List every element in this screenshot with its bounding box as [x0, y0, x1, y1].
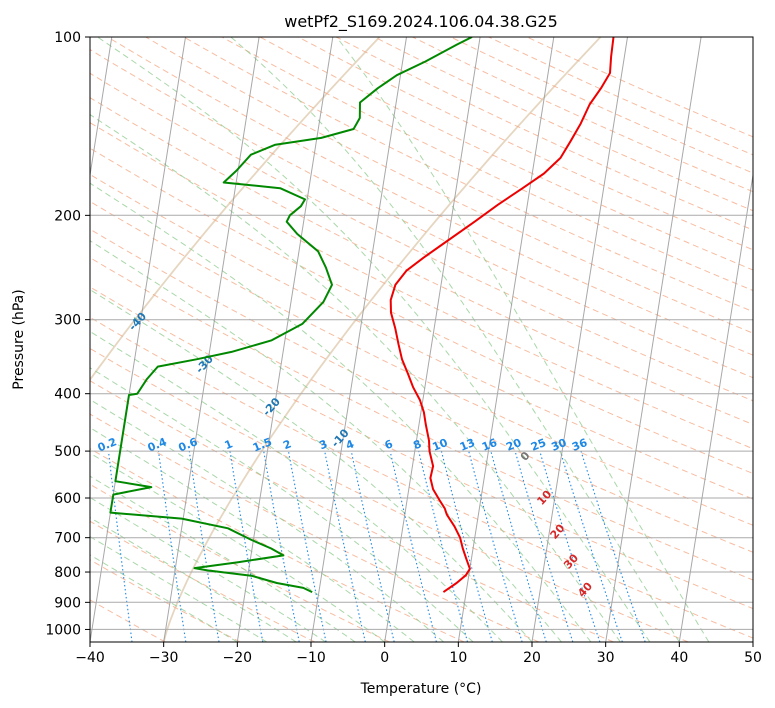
isotherm — [90, 37, 113, 179]
moist-adiabat — [90, 554, 238, 642]
x-tick-label: 20 — [523, 650, 541, 666]
mixing-ratio-line — [157, 451, 187, 642]
mixing-ratio-label: 8 — [411, 437, 423, 452]
dry-adiabat — [90, 72, 753, 402]
mixing-ratio-line — [107, 451, 133, 642]
mixing-ratio-line — [188, 451, 220, 642]
dry-adiabat — [90, 228, 753, 553]
dry-adiabat — [90, 520, 315, 642]
y-tick-label: 100 — [54, 30, 81, 46]
moist-adiabat — [90, 240, 562, 642]
isotherm — [163, 37, 260, 642]
isotherm — [531, 37, 628, 642]
mixing-ratio-line — [468, 450, 523, 642]
dry-adiabat — [145, 37, 753, 334]
dry-adiabat — [90, 286, 753, 610]
dry-adiabat — [183, 37, 753, 313]
y-tick-label: 200 — [54, 208, 81, 224]
x-tick-label: −40 — [75, 650, 105, 666]
moist-adiabat — [90, 427, 415, 642]
dry-adiabat — [107, 37, 753, 356]
mixing-ratio-label: 2 — [281, 437, 293, 452]
x-tick-label: 10 — [449, 650, 467, 666]
moist-adiabat — [90, 367, 474, 642]
mixing-ratio-line — [418, 450, 469, 642]
x-tick-label: −30 — [149, 650, 179, 666]
mixing-ratio-label: 3 — [317, 437, 329, 452]
x-tick-label: −20 — [223, 650, 253, 666]
dry-adiabat — [90, 173, 753, 500]
y-tick-label: 400 — [54, 387, 81, 403]
mixing-ratio-line — [580, 450, 646, 642]
isotherm — [384, 37, 481, 642]
dry-adiabat — [90, 347, 689, 642]
mixing-ratio-line — [263, 451, 300, 642]
moist-adiabat — [90, 496, 326, 642]
plot-frame — [89, 36, 754, 643]
moist-adiabat — [90, 475, 356, 642]
dry-adiabat — [90, 316, 753, 639]
isotherm — [457, 37, 555, 642]
moist-adiabat — [90, 113, 621, 642]
dry-adiabat — [336, 37, 753, 231]
x-tick-label: −10 — [296, 650, 326, 666]
y-tick-label: 800 — [54, 565, 81, 581]
dry-adiabat — [221, 37, 753, 292]
x-tick-label: 0 — [380, 650, 389, 666]
chart-title: wetPf2_S169.2024.106.04.38.G25 — [284, 12, 558, 32]
isotherm — [605, 37, 702, 642]
x-tick-label: 40 — [670, 650, 688, 666]
y-tick-label: 500 — [54, 444, 81, 460]
moist-adiabat — [97, 37, 651, 642]
mixing-ratio-line — [539, 450, 601, 642]
x-tick-label: 50 — [744, 650, 762, 666]
y-axis-label: Pressure (hPa) — [11, 289, 27, 389]
mixing-ratio-label: 36 — [570, 436, 589, 454]
dry-adiabat — [90, 200, 753, 526]
dry-adiabat — [259, 37, 753, 271]
y-tick-label: 600 — [54, 491, 81, 507]
dewpoint-profile-line — [109, 37, 473, 594]
mixing-ratio-line — [440, 450, 493, 642]
mixing-ratio-line — [490, 450, 547, 642]
y-tick-label: 1000 — [45, 622, 81, 638]
x-axis-label: Temperature (°C) — [360, 681, 482, 697]
mixing-ratio-line — [324, 450, 366, 642]
mixing-ratio-label: 1 — [223, 437, 235, 452]
dry-adiabat — [90, 257, 753, 581]
mixing-ratio-line — [514, 450, 574, 642]
dry-adiabat — [90, 122, 753, 450]
mixing-ratio-label: 13 — [458, 436, 477, 454]
dry-adiabat — [90, 97, 753, 426]
isotherm — [310, 37, 407, 642]
moist-adiabat — [90, 289, 533, 642]
temperature-profile-line — [389, 37, 615, 593]
y-tick-label: 700 — [54, 531, 81, 547]
mixing-ratio-line — [229, 451, 264, 642]
mixing-ratio-label: 25 — [529, 436, 548, 454]
mixing-ratio-label: 20 — [504, 436, 523, 454]
mixing-ratio-label: 30 — [549, 436, 568, 454]
y-tick-label: 300 — [54, 313, 81, 329]
dry-adiabat — [90, 380, 614, 642]
mixing-ratio-line — [559, 450, 623, 642]
mixing-ratio-label: 16 — [480, 436, 499, 454]
isotherm — [678, 171, 753, 642]
mixing-ratio-line — [389, 450, 437, 642]
dry-adiabat — [90, 483, 390, 642]
mixing-ratio-line — [350, 450, 395, 642]
dry-adiabat — [297, 37, 753, 251]
dry-adiabat — [90, 147, 753, 475]
moist-adiabat — [90, 182, 592, 642]
isotherm — [90, 37, 186, 642]
mixing-ratio-line — [287, 451, 327, 642]
moist-adiabat — [230, 37, 680, 642]
y-tick-label: 900 — [54, 595, 81, 611]
moist-adiabat — [90, 452, 385, 642]
x-tick-label: 30 — [597, 650, 615, 666]
mixing-ratio-label: 10 — [431, 436, 450, 454]
